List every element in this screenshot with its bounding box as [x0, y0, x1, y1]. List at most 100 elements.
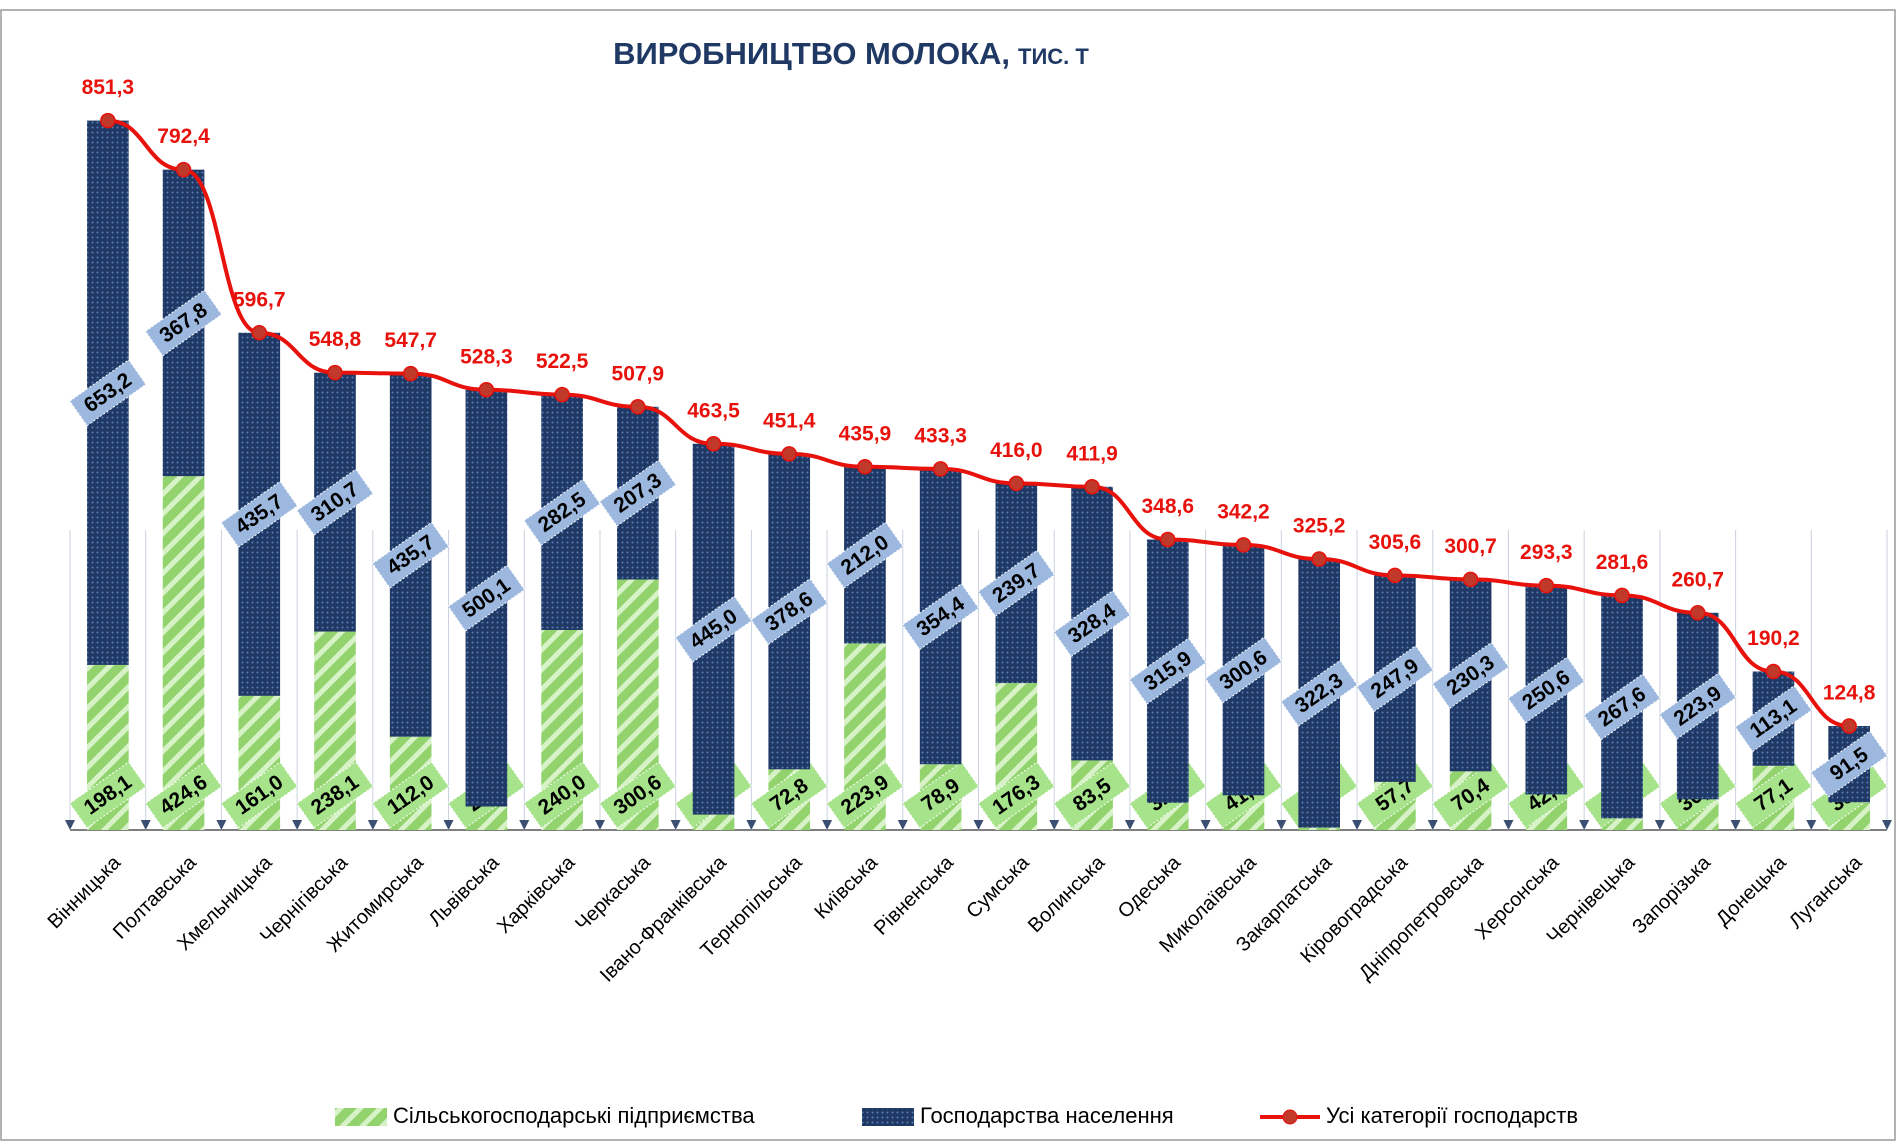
bar-value-label-box: [977, 549, 1056, 617]
total-point: [1841, 718, 1857, 734]
axis-arrow-head: [216, 820, 227, 830]
total-value-label: 548,8: [309, 328, 362, 351]
total-point: [705, 436, 722, 452]
x-tick-label: Харківська: [493, 851, 580, 938]
axis-arrow-head: [1503, 820, 1514, 830]
bar-value-label-group: 322,3: [1280, 659, 1358, 727]
total-point: [1614, 587, 1630, 604]
total-point: [1462, 571, 1479, 588]
bar-segment: [1298, 827, 1341, 830]
total-point: [402, 365, 419, 382]
x-tick-label: Львівська: [425, 851, 505, 931]
total-value-label: 792,4: [157, 125, 210, 148]
total-value-label: 190,2: [1747, 627, 1800, 650]
total-value-label: 547,7: [384, 329, 437, 352]
axis-arrow-head: [1124, 820, 1135, 830]
axis-arrow-head: [1200, 820, 1211, 830]
total-point: [1538, 577, 1555, 594]
axis-arrow-head: [65, 820, 75, 830]
axis-arrow-head: [443, 820, 454, 830]
total-line: [107, 118, 1850, 728]
axis-arrow-head: [1352, 820, 1363, 830]
axis-arrow-head: [1730, 820, 1741, 830]
total-point: [1160, 531, 1176, 548]
axis-arrow-head: [670, 820, 681, 830]
x-tick-label: Луганська: [1785, 851, 1867, 933]
chart-title-unit: ТИС. Т: [1018, 44, 1089, 69]
bar-value-label-group: 653,2: [69, 359, 147, 427]
axis-arrow-head: [1882, 820, 1892, 830]
axis-arrow-head: [594, 820, 605, 830]
total-value-label: 507,9: [612, 362, 665, 385]
total-point: [1689, 605, 1706, 621]
total-value-label: 325,2: [1293, 515, 1346, 538]
total-point: [1235, 537, 1252, 553]
x-tick-label: Одеська: [1114, 851, 1186, 923]
total-point: [1008, 475, 1025, 492]
axis-arrow-head: [973, 820, 984, 830]
legend-swatch: [335, 1108, 387, 1126]
total-point: [1084, 479, 1100, 495]
total-value-label: 348,6: [1141, 495, 1194, 518]
axis-arrow-head: [292, 820, 303, 830]
total-value-label: 411,9: [1066, 442, 1117, 465]
total-point: [175, 161, 192, 178]
x-tick-label: Сумська: [962, 851, 1034, 923]
legend-swatch: [862, 1108, 914, 1126]
axis-arrow-head: [897, 820, 908, 830]
total-point: [251, 325, 268, 341]
axis-arrow-head: [1654, 820, 1665, 830]
total-value-label: 596,7: [233, 288, 286, 311]
total-point: [781, 446, 797, 462]
axis-arrow-head: [519, 820, 530, 830]
chart-title: ВИРОБНИЦТВО МОЛОКА,: [613, 36, 1010, 71]
axis-arrow-head: [367, 820, 378, 830]
total-value-label: 528,3: [460, 345, 513, 368]
legend-label: Господарства населення: [920, 1103, 1174, 1128]
axis-arrow-head: [1579, 820, 1590, 830]
bar-value-label-group: 78,9: [901, 761, 980, 829]
total-value-label: 281,6: [1596, 551, 1649, 574]
x-tick-label: Рівненська: [870, 851, 959, 940]
total-point: [100, 112, 116, 129]
total-value-label: 305,6: [1369, 531, 1422, 554]
x-tick-label: Дніпропетровська: [1355, 851, 1489, 985]
total-value-label: 451,4: [763, 409, 816, 432]
total-point: [932, 461, 949, 477]
axis-arrow-head: [746, 820, 757, 830]
total-value-label: 433,3: [914, 424, 967, 447]
total-value-label: 342,2: [1217, 500, 1270, 523]
x-tick-label: Запорізька: [1628, 851, 1715, 938]
total-point: [630, 399, 646, 415]
x-tick-label: Волинська: [1024, 851, 1110, 937]
chart-frame: [0, 9, 1896, 1141]
total-value-label: 851,3: [82, 76, 135, 99]
total-point: [554, 386, 570, 403]
total-point: [1311, 551, 1327, 567]
axis-arrow-head: [1049, 820, 1060, 830]
bar-value-label-group: 367,8: [144, 289, 223, 357]
total-value-label: 293,3: [1520, 541, 1573, 564]
total-point: [1387, 567, 1403, 584]
bar-value-label-group: 315,9: [1128, 637, 1207, 705]
total-point: [327, 364, 343, 381]
axis-arrow-head: [1427, 820, 1438, 830]
axis-arrow-head: [822, 820, 833, 830]
total-value-label: 300,7: [1444, 535, 1497, 558]
legend-label: Сільськогосподарські підприємства: [393, 1103, 755, 1128]
total-point: [857, 459, 873, 475]
x-tick-label: Київська: [810, 851, 882, 923]
legend-marker: [1282, 1109, 1298, 1125]
total-value-label: 124,8: [1823, 682, 1876, 705]
bar-value-label-group: 77,1: [1734, 761, 1813, 829]
total-value-label: 435,9: [839, 422, 892, 445]
axis-arrow-head: [1806, 820, 1817, 830]
total-value-label: 260,7: [1671, 568, 1724, 591]
axis-arrow-head: [1276, 820, 1287, 830]
total-point: [1765, 663, 1782, 680]
total-value-label: 416,0: [990, 439, 1043, 462]
x-tick-label: Донецька: [1712, 851, 1791, 930]
bar-value-label-box: [977, 761, 1056, 829]
total-value-label: 463,5: [687, 399, 740, 422]
